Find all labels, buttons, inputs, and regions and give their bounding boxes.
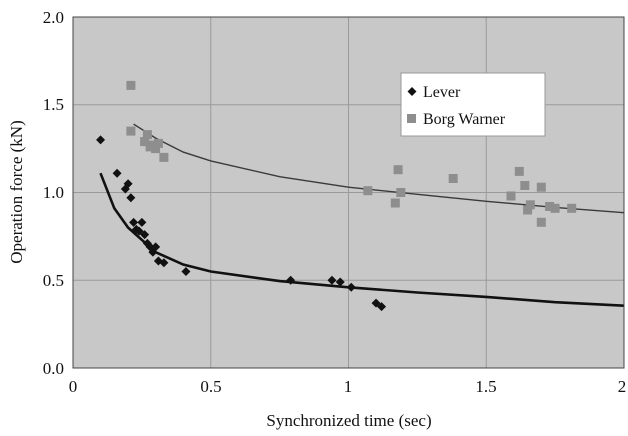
borg-warner-point [536, 217, 546, 227]
borg-warner-point [393, 165, 403, 175]
lever-point [346, 282, 356, 292]
y-tick-label: 1.5 [43, 95, 64, 114]
borg-warner-point [126, 80, 136, 90]
x-tick-labels: 0 0.5 1 1.5 2 [69, 377, 627, 396]
borg-warner-point [142, 130, 152, 140]
borg-warner-point [448, 174, 458, 183]
lever-point [140, 230, 150, 240]
y-tick-label: 0.5 [43, 271, 64, 290]
borg-warner-fit-curve [133, 123, 625, 214]
data-points [96, 80, 577, 312]
lever-point [327, 275, 337, 285]
borg-warner-point [153, 138, 163, 148]
borg-warner-point [151, 144, 161, 154]
borg-warner-point [550, 203, 560, 213]
x-tick-label: 1.5 [475, 377, 496, 396]
x-tick-label: 0.5 [200, 377, 221, 396]
borg-warner-point [525, 200, 535, 210]
borg-warner-point [536, 182, 546, 192]
y-tick-label: 1.0 [43, 183, 64, 202]
lever-point [181, 266, 191, 276]
y-tick-label: 2.0 [43, 8, 64, 27]
lever-point [151, 242, 161, 252]
borg-warner-point [506, 191, 516, 201]
lever-point [112, 168, 122, 178]
lever-point [123, 179, 133, 189]
borg-warner-point [159, 152, 169, 162]
borg-warner-point [140, 137, 150, 147]
lever-fit-curve [99, 172, 625, 307]
y-tick-labels: 0.0 0.5 1.0 1.5 2.0 [43, 8, 64, 378]
lever-point [126, 193, 136, 203]
plot-frame [72, 16, 625, 369]
legend-borg-warner-marker [407, 114, 416, 123]
lever-point [129, 217, 139, 227]
lever-point [96, 135, 106, 145]
lever-point [286, 275, 296, 285]
x-tick-label: 0 [69, 377, 78, 396]
borg-warner-point [520, 181, 530, 190]
legend-lever-label: Lever [423, 84, 461, 101]
borg-warner-point [126, 126, 136, 136]
borg-warner-point [545, 202, 555, 211]
borg-warner-point [363, 186, 373, 196]
y-tick-label: 0.0 [43, 359, 64, 378]
legend-borg-warner-label: Borg Warner [423, 111, 506, 128]
x-tick-label: 1 [344, 377, 353, 396]
x-tick-label: 2 [618, 377, 627, 396]
borg-warner-point [396, 188, 406, 197]
borg-warner-point [567, 203, 577, 213]
y-axis-label: Operation force (kN) [7, 120, 26, 264]
lever-point [134, 226, 144, 236]
borg-warner-point [390, 198, 400, 208]
borg-warner-point [514, 166, 524, 176]
lever-point [377, 302, 387, 312]
lever-point [335, 277, 345, 287]
x-axis-label: Synchronized time (sec) [266, 411, 431, 430]
legend: Lever Borg Warner [400, 72, 546, 137]
lever-point [371, 298, 381, 308]
legend-box [400, 72, 546, 137]
legend-lever-marker [407, 87, 417, 96]
lever-point [137, 217, 147, 227]
borg-warner-point [523, 205, 533, 215]
lever-point [159, 258, 169, 268]
fit-curves [99, 123, 625, 307]
